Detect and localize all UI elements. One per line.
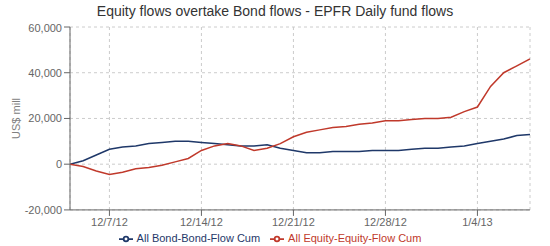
svg-text:12/14/12: 12/14/12: [180, 216, 223, 228]
svg-text:60,000: 60,000: [28, 22, 62, 34]
html-text:All Equity-Equity-Flow Cum: All Equity-Equity-Flow Cum: [288, 231, 422, 244]
svg-text:40,000: 40,000: [28, 67, 62, 79]
svg-text:12/28/12: 12/28/12: [364, 216, 407, 228]
svg-text:US$ mill: US$ mill: [10, 98, 22, 139]
html-text:All Bond-Bond-Flow Cum: All Bond-Bond-Flow Cum: [136, 231, 261, 244]
svg-text:12/7/12: 12/7/12: [91, 216, 128, 228]
html-text:Equity flows overtake Bond flo: Equity flows overtake Bond flows - EPFR …: [96, 3, 454, 19]
svg-text:0: 0: [56, 158, 62, 170]
svg-text:1/4/13: 1/4/13: [462, 216, 493, 228]
svg-text:20,000: 20,000: [28, 112, 62, 124]
svg-text:12/21/12: 12/21/12: [272, 216, 315, 228]
svg-text:-20,000: -20,000: [25, 204, 62, 216]
